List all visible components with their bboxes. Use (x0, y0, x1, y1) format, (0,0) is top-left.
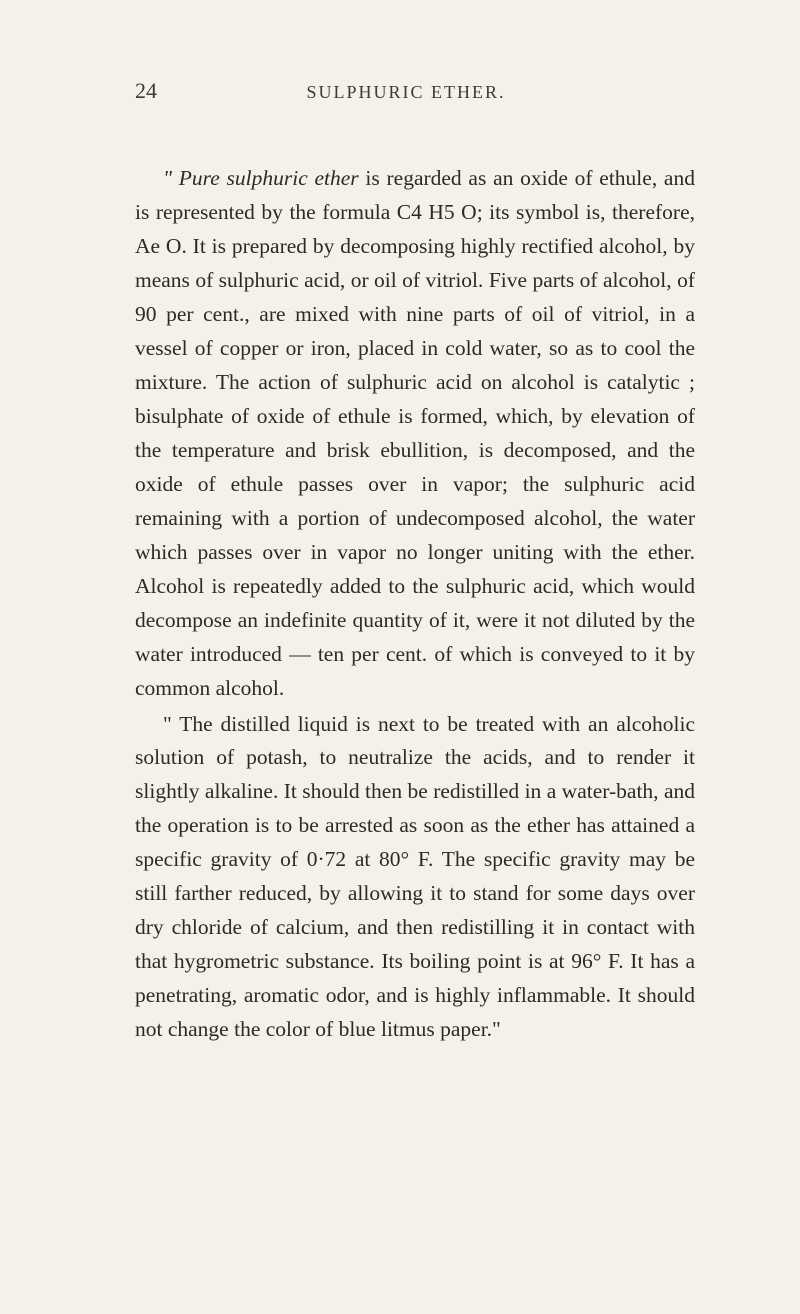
italic-term: " Pure sulphuric ether (163, 166, 359, 190)
page-number: 24 (135, 78, 157, 104)
paragraph-2: " The distilled liquid is next to be tre… (135, 708, 695, 1048)
paragraph-1-text: is regarded as an oxide of ethule, and i… (135, 166, 695, 700)
body-text: " Pure sulphuric ether is regarded as an… (135, 162, 695, 1047)
paragraph-1: " Pure sulphuric ether is regarded as an… (135, 162, 695, 706)
page-header: 24 SULPHURIC ETHER. (135, 78, 695, 104)
chapter-title: SULPHURIC ETHER. (157, 82, 655, 103)
